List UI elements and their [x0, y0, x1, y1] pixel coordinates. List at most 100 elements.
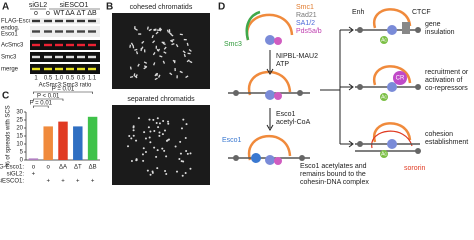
outcome-label: gene	[425, 21, 441, 28]
x-tick-label: +	[46, 179, 50, 185]
x-tick-label: o	[47, 165, 51, 171]
chromatid	[135, 139, 138, 142]
chromatid	[129, 44, 132, 48]
chromatid	[156, 167, 159, 170]
band	[32, 55, 40, 59]
chromatid	[130, 160, 133, 163]
subunit-label: Smc1	[296, 4, 314, 11]
chromatid	[182, 118, 185, 121]
figure: A B C D siGL2 siESCO1 o o WT ΔA ΔT ΔBFLAG-Esc…	[0, 2, 469, 186]
ratio: 0.5	[77, 76, 86, 82]
y-tick-label: 5	[20, 150, 24, 156]
significance-bracket	[33, 98, 64, 101]
blot	[30, 40, 100, 50]
band	[44, 30, 52, 33]
significance-bracket	[33, 91, 93, 94]
chromatid	[156, 48, 160, 52]
ratio-label: AcSmc3:Smc3 ratio	[39, 83, 92, 89]
row-label: FLAG-Esco1	[1, 19, 36, 25]
chromatid	[171, 39, 175, 42]
band	[55, 19, 63, 23]
image-label: separated chromatids	[127, 96, 195, 103]
chromatid	[153, 62, 156, 66]
chromatid	[186, 42, 189, 46]
chromatid	[158, 74, 161, 78]
chromatid	[162, 42, 166, 46]
y-tick-label: 20	[16, 126, 23, 132]
ac-tag	[380, 93, 388, 101]
chromatid	[184, 171, 187, 174]
chromatid	[156, 149, 159, 152]
chromatid	[132, 129, 135, 132]
lane-label: o	[46, 10, 50, 17]
lane-label: o	[34, 10, 38, 17]
chromatid	[153, 146, 156, 149]
ratio: 1.1	[88, 76, 97, 82]
outcome-label: recruitment or	[425, 69, 469, 76]
chromatid	[159, 55, 163, 58]
chromatid	[152, 118, 155, 121]
lane-label: ΔA	[65, 10, 75, 17]
chromatid	[186, 152, 189, 155]
chromatid	[176, 170, 179, 173]
row-label: endog.	[1, 26, 20, 32]
chromatid	[151, 34, 154, 39]
chromatid	[185, 123, 188, 126]
chromatid	[179, 70, 183, 74]
band	[88, 30, 96, 33]
chromatid	[135, 158, 138, 161]
lane-label: ΔT	[77, 10, 87, 17]
x-tick-label: +	[61, 179, 65, 185]
ac-label: Ac	[255, 167, 261, 173]
subunit-label: Rad21	[296, 12, 317, 19]
outcome-label: cohesion	[425, 131, 453, 138]
band	[44, 19, 52, 23]
x-tick-label: o	[32, 165, 36, 171]
chromatid	[171, 42, 175, 46]
chromatid	[165, 155, 168, 158]
chromatid	[143, 66, 147, 70]
band	[44, 43, 52, 47]
chromatid	[149, 173, 152, 176]
chromatid	[180, 127, 183, 130]
chromatid	[132, 125, 135, 128]
chromatid	[183, 53, 186, 58]
chromatid	[185, 149, 188, 152]
chromatid	[189, 167, 192, 170]
band	[66, 67, 74, 71]
ctcf-label: CTCF	[412, 9, 431, 16]
chromatid	[167, 138, 170, 141]
chromatid	[132, 134, 135, 137]
annotation: P < 0.01	[37, 94, 60, 100]
x-tick-label: ΔB	[89, 165, 97, 171]
band	[88, 19, 96, 23]
annotation: P = 0.01	[52, 87, 75, 93]
y-tick-label: 10	[16, 142, 23, 148]
band	[77, 43, 85, 47]
bar	[87, 116, 98, 160]
chromatid	[174, 145, 177, 148]
band	[77, 67, 85, 71]
chromatid	[132, 45, 135, 49]
chromatid	[148, 118, 151, 121]
chromatid	[140, 46, 144, 50]
ac-tag	[380, 36, 388, 44]
chromatid	[135, 51, 139, 55]
chromatid	[184, 136, 187, 139]
chromatid	[179, 152, 182, 155]
row-label: FLAG-Esco1:	[0, 165, 24, 171]
arrows	[266, 26, 354, 148]
lane-label: WT	[54, 10, 66, 17]
chromatid	[169, 39, 174, 43]
chromatid	[161, 133, 164, 136]
ratio: 0.5	[66, 76, 75, 82]
chromatid	[151, 170, 154, 173]
chromatid	[172, 59, 176, 63]
sororin-label: sororin	[404, 165, 426, 172]
chromatid	[170, 33, 174, 37]
panel-label: B	[106, 2, 113, 13]
chromatid	[130, 42, 134, 46]
chromatid	[153, 28, 157, 31]
chromatid	[158, 131, 161, 134]
cohesin-core	[251, 22, 410, 165]
